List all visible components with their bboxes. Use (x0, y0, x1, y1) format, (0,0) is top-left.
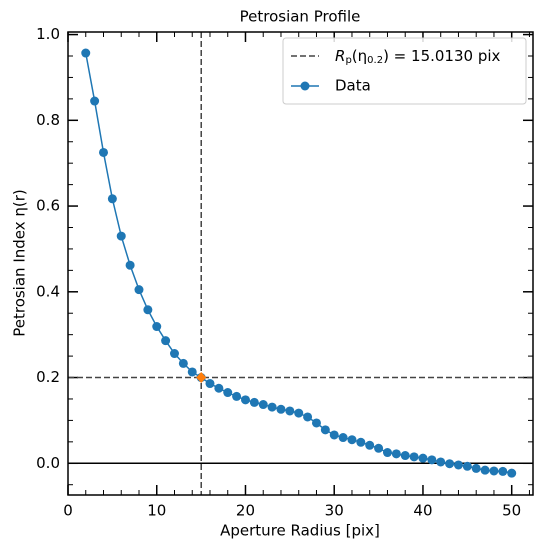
data-point (294, 408, 304, 418)
legend-label-part: R (335, 47, 345, 65)
x-tick-label: 30 (325, 502, 344, 520)
data-point (498, 466, 508, 476)
x-tick-label: 50 (502, 502, 521, 520)
data-point (214, 383, 224, 393)
data-point (223, 388, 233, 398)
y-tick-label: 0.6 (36, 197, 60, 215)
data-point (303, 412, 313, 422)
legend-label-part: ) = 15.0130 pix (383, 47, 500, 65)
data-point (81, 48, 91, 58)
legend-swatch (300, 81, 310, 91)
data-point (125, 260, 135, 270)
data-point (347, 435, 357, 445)
data-point (205, 379, 215, 389)
data-point (161, 336, 171, 346)
data-point (98, 147, 108, 157)
data-point (143, 305, 153, 315)
y-tick-label: 0.2 (36, 368, 60, 386)
data-point (320, 425, 330, 435)
data-point (365, 440, 375, 450)
data-point (374, 443, 384, 453)
legend-label-part: p (345, 55, 351, 66)
y-tick-label: 0.8 (36, 111, 60, 129)
legend-label-part: 0.2 (367, 55, 383, 66)
data-point (187, 367, 197, 377)
data-point (400, 451, 410, 461)
data-point (489, 466, 499, 476)
x-tick-label: 40 (413, 502, 432, 520)
data-point (471, 463, 481, 473)
petrosian-point (196, 372, 207, 384)
x-tick-label: 0 (63, 502, 73, 520)
data-point (152, 322, 162, 332)
x-tick-label: 10 (147, 502, 166, 520)
x-axis-label: Aperture Radius [pix] (220, 522, 380, 540)
data-point (329, 430, 339, 440)
data-point (427, 455, 437, 465)
y-tick-label: 0.0 (36, 454, 60, 472)
legend-label: Rp(η0.2) = 15.0130 pix (335, 47, 501, 67)
data-point (507, 468, 517, 478)
data-point (258, 400, 268, 410)
data-point (391, 449, 401, 459)
legend-label: Data (335, 77, 371, 95)
y-tick-label: 0.4 (36, 282, 60, 300)
data-point (285, 406, 295, 416)
data-point (356, 437, 366, 447)
data-point (480, 465, 490, 475)
data-point (276, 404, 286, 414)
data-point (178, 358, 188, 368)
data-point (409, 452, 419, 462)
data-point (107, 194, 117, 204)
data-point (134, 285, 144, 295)
data-point (382, 448, 392, 458)
data-point (90, 96, 100, 106)
data-point (249, 397, 259, 407)
chart-title: Petrosian Profile (240, 8, 361, 26)
data-point (462, 461, 472, 471)
data-point (116, 231, 126, 241)
data-point (445, 459, 455, 469)
data-point (232, 391, 242, 401)
data-point (169, 349, 179, 359)
data-point (240, 395, 250, 405)
data-point (418, 453, 428, 463)
y-axis-label: Petrosian Index η(r) (11, 189, 29, 337)
data-point (436, 457, 446, 467)
data-point (311, 418, 321, 428)
legend-box (282, 37, 527, 105)
legend-label-part: (η (352, 47, 367, 65)
plot-frame (67, 31, 534, 496)
y-tick-label: 1.0 (36, 25, 60, 43)
data-point (338, 433, 348, 443)
x-tick-label: 20 (236, 502, 255, 520)
data-point (267, 402, 277, 412)
data-point (453, 460, 463, 470)
